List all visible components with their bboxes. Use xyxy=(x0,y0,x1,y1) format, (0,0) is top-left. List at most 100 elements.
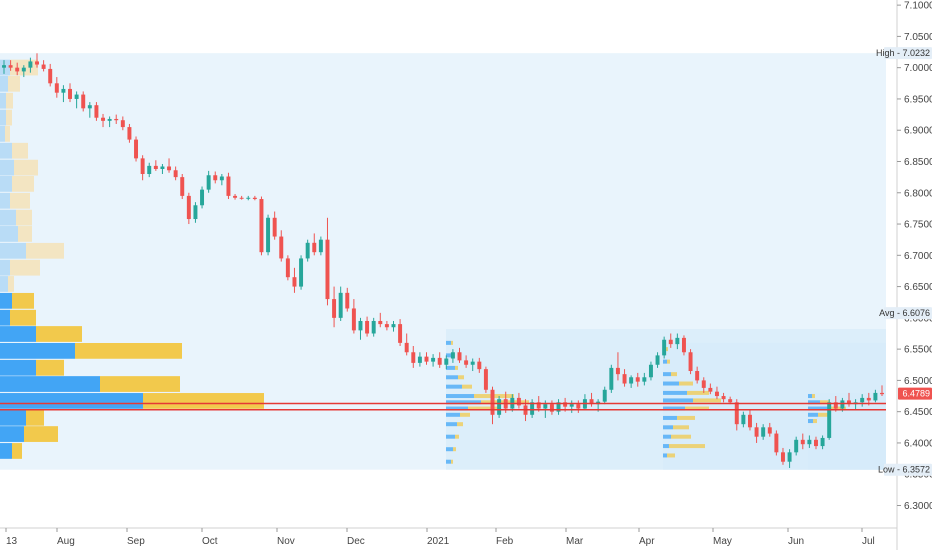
profile-bar-up xyxy=(0,259,10,276)
y-tick-label: 6.4500 xyxy=(904,407,932,418)
candle-body xyxy=(635,377,640,382)
high-tag-label: High - 7.0232 xyxy=(876,48,930,58)
segment-bar-up xyxy=(663,398,693,403)
x-tick-label: Sep xyxy=(127,536,145,547)
segment-bar-up xyxy=(446,340,451,345)
segment-bar-down xyxy=(671,372,677,377)
candle-body xyxy=(398,324,403,343)
profile-bar-down xyxy=(6,92,13,109)
profile-bar-up xyxy=(0,109,6,126)
profile-bar-up xyxy=(0,309,10,326)
x-tick-label: Nov xyxy=(277,536,295,547)
candle-body xyxy=(490,389,495,415)
candle-body xyxy=(173,170,178,178)
candle-body xyxy=(576,404,581,409)
profile-bar-up xyxy=(0,393,143,409)
candle-body xyxy=(800,439,805,445)
x-tick-label: 2021 xyxy=(427,536,450,547)
segment-bar-up xyxy=(446,459,451,464)
candle-body xyxy=(602,389,607,402)
segment-bar-down xyxy=(457,422,463,427)
candle-body xyxy=(754,427,759,437)
candle-body xyxy=(338,292,343,318)
y-tick-label: 6.4000 xyxy=(904,438,932,449)
candle-body xyxy=(662,339,667,356)
candle-body xyxy=(35,61,39,65)
candle-body xyxy=(87,105,92,109)
segment-bar-up xyxy=(663,381,679,386)
profile-bar-up xyxy=(0,176,12,192)
candle-body xyxy=(708,387,713,392)
x-tick-label: Apr xyxy=(639,536,655,547)
segment-bar-up xyxy=(808,412,818,417)
candle-body xyxy=(563,402,568,407)
segment-bar-up xyxy=(663,415,677,420)
profile-bar-up xyxy=(0,209,16,226)
candle-body xyxy=(239,197,244,199)
segment-bar-up xyxy=(663,390,687,395)
candle-body xyxy=(266,217,271,253)
candle-body xyxy=(847,400,851,405)
profile-bar-down xyxy=(18,226,32,242)
profile-bar-up xyxy=(0,192,10,209)
x-tick-label: Jun xyxy=(788,536,804,547)
segment-bar-up xyxy=(446,422,457,427)
candle-body xyxy=(767,427,772,434)
candle-body xyxy=(226,176,231,196)
segment-bar-up xyxy=(446,434,455,439)
candle-body xyxy=(549,404,554,412)
candlestick-series xyxy=(2,53,884,468)
candle-body xyxy=(444,358,449,365)
segment-bar-up xyxy=(446,384,462,389)
profile-bar-up xyxy=(0,75,8,92)
profile-bar-up xyxy=(0,292,12,309)
candle-body xyxy=(213,175,218,181)
x-tick-label: Dec xyxy=(347,536,365,547)
candle-body xyxy=(695,371,700,381)
candle-body xyxy=(101,117,106,121)
candle-body xyxy=(734,402,739,425)
candle-body xyxy=(747,414,752,428)
candle-body xyxy=(569,404,574,407)
segment-bar-down xyxy=(669,444,705,449)
candle-body xyxy=(833,402,838,409)
y-tick-label: 6.5500 xyxy=(904,345,932,356)
candle-body xyxy=(345,292,350,309)
candle-body xyxy=(477,361,482,370)
candle-body xyxy=(880,392,884,395)
profile-bar-down xyxy=(12,176,34,192)
candle-body xyxy=(219,176,224,181)
candle-body xyxy=(384,324,389,328)
segment-area xyxy=(808,392,886,470)
profile-bar-up xyxy=(0,226,18,242)
candle-body xyxy=(206,175,211,190)
segment-bar-down xyxy=(458,375,464,380)
y-tick-label: 6.9000 xyxy=(904,126,932,137)
candle-body xyxy=(714,391,719,397)
candle-body xyxy=(860,397,865,403)
candle-body xyxy=(378,320,383,325)
segment-bar-down xyxy=(451,340,453,345)
candle-body xyxy=(81,94,86,109)
profile-bar-up xyxy=(0,276,8,292)
candle-body xyxy=(200,189,205,206)
segment-bar-down xyxy=(666,347,668,352)
candle-body xyxy=(543,404,548,409)
profile-bar-down xyxy=(100,376,180,392)
candle-body xyxy=(259,199,264,253)
profile-bar-up xyxy=(0,443,12,459)
segment-bar-up xyxy=(808,400,820,405)
x-axis[interactable]: 13 Aug Sep Oct Nov Dec 2021 Feb Mar Apr May Jun Jul xyxy=(0,527,897,547)
candle-body xyxy=(68,88,72,99)
candle-body xyxy=(411,352,416,363)
candle-body xyxy=(186,195,191,220)
segment-bar-down xyxy=(451,459,453,464)
candle-body xyxy=(530,402,535,415)
price-tags: High - 7.0232 Avg - 6.6076 Low - 6.3572 6.4… xyxy=(876,47,932,476)
candle-body xyxy=(285,258,290,278)
profile-bar-down xyxy=(143,393,264,409)
candle-body xyxy=(41,64,46,69)
candle-body xyxy=(668,339,673,345)
